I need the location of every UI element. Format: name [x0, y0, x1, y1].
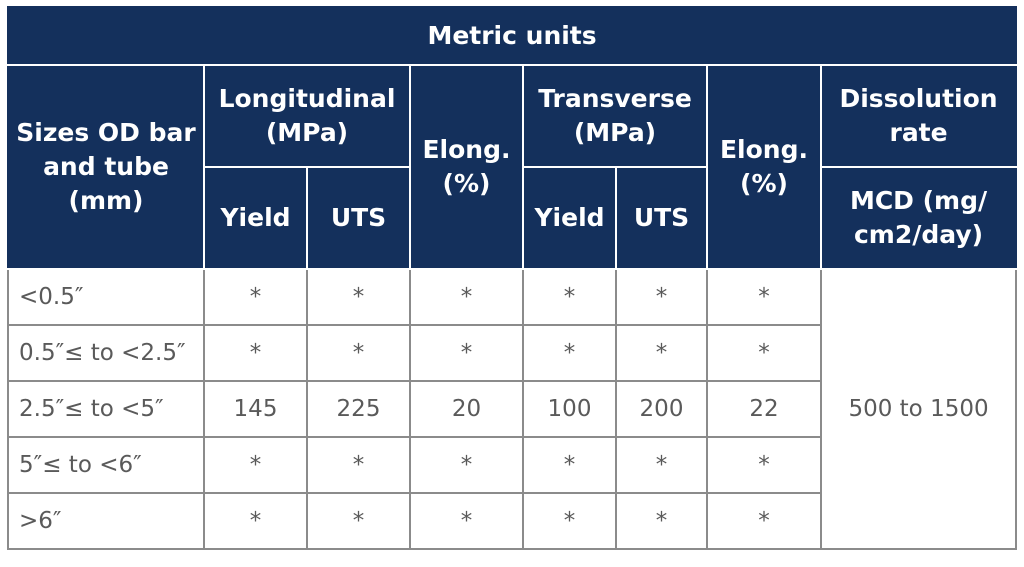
- transverse-yield-cell: *: [522, 268, 617, 326]
- table-row: 5″≤ to <6″ * * * * * *: [7, 436, 1016, 494]
- table-row: >6″ * * * * * *: [7, 492, 1016, 550]
- transverse-uts-cell: *: [615, 268, 708, 326]
- size-cell: 2.5″≤ to <5″: [7, 380, 205, 438]
- longitudinal-yield-cell: *: [203, 492, 308, 550]
- longitudinal-yield-cell: *: [203, 324, 308, 382]
- longitudinal-uts-cell: 225: [306, 380, 411, 438]
- longitudinal-uts-cell: *: [306, 436, 411, 494]
- elong-longitudinal-cell: 20: [409, 380, 524, 438]
- transverse-uts-cell: 200: [615, 380, 708, 438]
- header-mcd: MCD (mg/ cm2/day): [819, 166, 1018, 270]
- elong-longitudinal-cell: *: [409, 492, 524, 550]
- table-row: 2.5″≤ to <5″ 145 225 20 100 200 22: [7, 380, 1016, 438]
- transverse-uts-cell: *: [615, 436, 708, 494]
- longitudinal-yield-cell: *: [203, 268, 308, 326]
- header-transverse-yield: Yield: [522, 166, 617, 270]
- transverse-uts-cell: *: [615, 492, 708, 550]
- transverse-uts-cell: *: [615, 324, 708, 382]
- header-longitudinal-yield: Yield: [203, 166, 308, 270]
- header-transverse: Transverse (MPa): [522, 64, 708, 168]
- elong-transverse-cell: *: [706, 436, 822, 494]
- metric-units-table-wrapper: Metric units Sizes OD bar and tube (mm) …: [6, 6, 1018, 558]
- size-cell: 0.5″≤ to <2.5″: [7, 324, 205, 382]
- transverse-yield-cell: 100: [522, 380, 617, 438]
- elong-transverse-cell: *: [706, 492, 822, 550]
- header-transverse-uts: UTS: [615, 166, 708, 270]
- elong-transverse-cell: 22: [706, 380, 822, 438]
- transverse-yield-cell: *: [522, 436, 617, 494]
- dissolution-rate-value: 500 to 1500: [819, 268, 1018, 550]
- size-cell: 5″≤ to <6″: [7, 436, 205, 494]
- elong-longitudinal-cell: *: [409, 268, 524, 326]
- size-cell: <0.5″: [7, 268, 205, 326]
- elong-transverse-cell: *: [706, 268, 822, 326]
- size-cell: >6″: [7, 492, 205, 550]
- header-sizes: Sizes OD bar and tube (mm): [7, 64, 205, 270]
- title-row: Metric units: [6, 6, 1018, 66]
- header-longitudinal-uts: UTS: [306, 166, 411, 270]
- longitudinal-uts-cell: *: [306, 492, 411, 550]
- longitudinal-yield-cell: *: [203, 436, 308, 494]
- header-dissolution-rate: Dissolution rate: [819, 64, 1018, 168]
- transverse-yield-cell: *: [522, 492, 617, 550]
- longitudinal-uts-cell: *: [306, 268, 411, 326]
- header-longitudinal: Longitudinal (MPa): [203, 64, 411, 168]
- table-row: 0.5″≤ to <2.5″ * * * * * *: [7, 324, 1016, 382]
- transverse-yield-cell: *: [522, 324, 617, 382]
- longitudinal-yield-cell: 145: [203, 380, 308, 438]
- table-title: Metric units: [6, 6, 1018, 66]
- elong-longitudinal-cell: *: [409, 436, 524, 494]
- group-header-row: Sizes OD bar and tube (mm) Longitudinal …: [7, 64, 1018, 270]
- longitudinal-uts-cell: *: [306, 324, 411, 382]
- header-elong-longitudinal: Elong. (%): [409, 64, 524, 270]
- table-row: <0.5″ * * * * * * 500 to 1500: [7, 268, 1018, 550]
- header-elong-transverse: Elong. (%): [706, 64, 822, 270]
- elong-longitudinal-cell: *: [409, 324, 524, 382]
- sub-header-row: Yield UTS Yield UTS MCD (mg/ cm2/day): [8, 166, 1018, 270]
- metric-units-table: Metric units Sizes OD bar and tube (mm) …: [6, 6, 1018, 550]
- elong-transverse-cell: *: [706, 324, 822, 382]
